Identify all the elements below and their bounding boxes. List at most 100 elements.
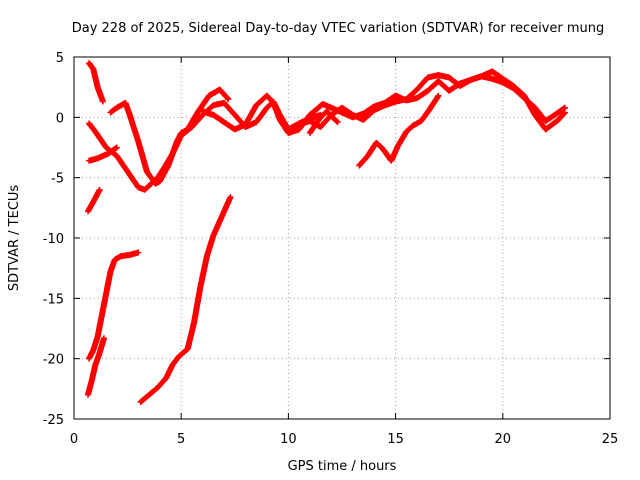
y-tick-label: -5 [51, 172, 64, 187]
data-point-segment [270, 99, 283, 122]
data-point-segment [146, 385, 160, 398]
data-point-segment [203, 233, 217, 260]
y-tick-label: -10 [43, 232, 64, 247]
data-point-segment [231, 121, 248, 133]
data-point-segment [210, 214, 225, 239]
data-point-segment [184, 320, 197, 352]
data-point-segment [264, 92, 276, 106]
data-point-segment [98, 291, 109, 319]
data-point-segment [328, 113, 341, 125]
y-tick-label: -15 [43, 292, 64, 307]
data-point-segment [418, 106, 433, 124]
data-point [99, 98, 106, 105]
x-tick-label: 10 [280, 432, 297, 447]
data-point [96, 186, 103, 193]
axis-ticks: 0 5 10 15 20 25 -25 -20 -15 -10 -5 0 5 [43, 51, 619, 447]
data-point [227, 193, 234, 200]
data-point-segment [414, 88, 430, 101]
data-point-segment [394, 129, 409, 150]
data-point [135, 249, 142, 256]
data-point-segment [92, 128, 109, 150]
series-track-11 [86, 249, 142, 362]
data-point-segment [126, 111, 141, 144]
data-point-segment [414, 75, 431, 93]
data-point-segment [94, 150, 111, 162]
data-point-segment [195, 93, 212, 115]
data-point-segment [319, 101, 334, 111]
y-axis-label: SDTVAR / TECUs [7, 185, 22, 292]
data-point-segment [328, 104, 345, 116]
data-point-segment [161, 151, 176, 171]
data-point-segment [306, 121, 319, 136]
grid [74, 57, 610, 419]
data-point-segment [84, 199, 96, 215]
data-point-segment [253, 105, 270, 126]
data-point-segment [188, 112, 205, 130]
data-point-segment [137, 392, 152, 406]
y-tick-label: -20 [43, 353, 64, 368]
data-point-segment [555, 110, 568, 123]
data-point-segment [446, 81, 463, 94]
x-tick-label: 0 [70, 432, 78, 447]
data-point-segment [88, 362, 99, 386]
plot-border [73, 56, 611, 420]
series-track-12 [84, 335, 108, 398]
data-point-segment [285, 120, 302, 133]
data-point [101, 335, 108, 342]
data-point-segment [178, 124, 195, 139]
series-track-3 [86, 144, 120, 164]
data-point-segment [306, 101, 325, 118]
y-tick-label: -25 [43, 413, 64, 428]
x-tick-label: 15 [387, 432, 404, 447]
data-point-segment [532, 111, 549, 132]
data-point-segment [373, 139, 386, 152]
data-point-segment [521, 95, 538, 111]
data-point-segment [154, 375, 169, 391]
data-point [113, 144, 120, 151]
data-point-segment [103, 269, 114, 297]
data-point-segment [532, 104, 549, 124]
data-point-segment [276, 116, 291, 136]
data-point [225, 96, 232, 103]
data-point-segment [176, 346, 190, 360]
series-track-4 [84, 186, 103, 215]
data-point-segment [210, 111, 227, 125]
plot-area [84, 60, 568, 406]
data-point [435, 92, 442, 99]
series-track-1 [86, 60, 106, 105]
data-point-segment [403, 123, 416, 135]
data-point-segment [216, 86, 231, 102]
data-point [561, 104, 568, 111]
data-point-segment [191, 284, 204, 326]
data-point-segment [218, 194, 234, 220]
data-point-segment [86, 120, 98, 135]
data-point-segment [152, 165, 167, 185]
data-point-segment [169, 354, 182, 368]
data-point-segment [141, 181, 154, 193]
data-point-segment [86, 348, 96, 362]
data-point-segment [426, 93, 441, 112]
series-track-9 [306, 108, 341, 136]
y-tick-label: 5 [56, 51, 64, 66]
data-point-segment [499, 79, 516, 91]
chart-title: Day 228 of 2025, Sidereal Day-to-day VTE… [72, 21, 605, 36]
series-track-10 [356, 92, 442, 169]
data-point-segment [90, 66, 101, 90]
data-point-segment [124, 168, 141, 190]
x-tick-label: 25 [602, 432, 619, 447]
x-axis-label: GPS time / hours [288, 459, 397, 474]
data-point-segment [163, 362, 176, 381]
data-point-segment [553, 105, 568, 117]
data-point-segment [388, 144, 401, 164]
y-tick-label: 0 [56, 111, 64, 126]
series-track-13 [137, 193, 234, 406]
data-point-segment [169, 133, 184, 157]
series-track-7 [199, 73, 568, 136]
data-point-segment [360, 104, 377, 117]
data-point-segment [296, 115, 313, 127]
data-point-segment [409, 118, 424, 129]
data-point-segment [94, 313, 105, 340]
data-point-segment [197, 254, 210, 290]
data-point-segment [510, 85, 527, 101]
